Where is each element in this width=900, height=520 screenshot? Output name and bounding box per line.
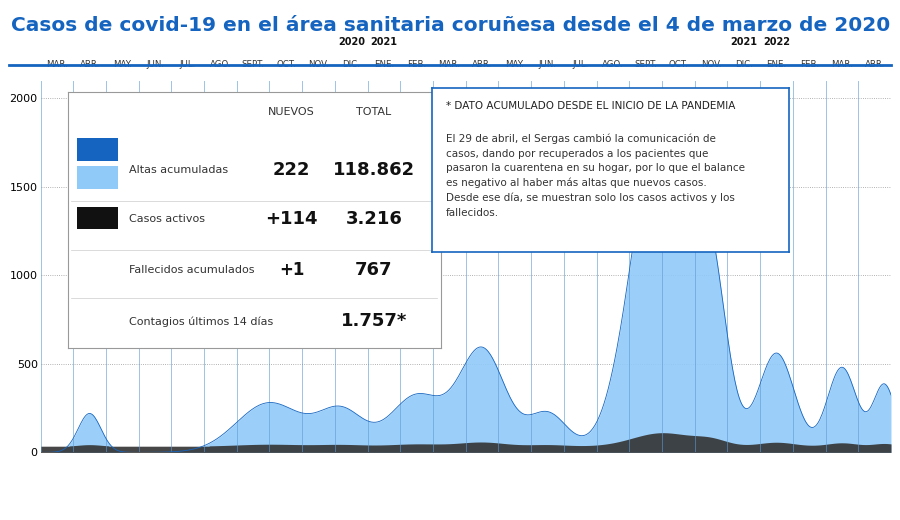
Text: JUL.: JUL. bbox=[180, 60, 196, 69]
Text: ENE.: ENE. bbox=[767, 60, 787, 69]
Text: ABR.: ABR. bbox=[472, 60, 492, 69]
Text: 2022: 2022 bbox=[763, 37, 790, 47]
Text: OCT.: OCT. bbox=[276, 60, 295, 69]
Text: NOV.: NOV. bbox=[701, 60, 721, 69]
Text: SEPT.: SEPT. bbox=[634, 60, 657, 69]
Text: Casos de covid-19 en el área sanitaria coruñesa desde el 4 de marzo de 2020: Casos de covid-19 en el área sanitaria c… bbox=[11, 16, 890, 35]
Text: Casos activos: Casos activos bbox=[129, 214, 205, 224]
Text: JUN.: JUN. bbox=[538, 60, 556, 69]
Text: 2021: 2021 bbox=[371, 37, 398, 47]
Bar bbox=[76, 207, 118, 229]
Text: MAR.: MAR. bbox=[46, 60, 68, 69]
Text: +114: +114 bbox=[266, 210, 318, 228]
Text: MAY.: MAY. bbox=[112, 60, 131, 69]
Bar bbox=[76, 138, 118, 161]
Text: 767: 767 bbox=[355, 261, 392, 279]
Text: ABR.: ABR. bbox=[865, 60, 885, 69]
Text: TOTAL: TOTAL bbox=[356, 107, 392, 117]
Text: ENE.: ENE. bbox=[374, 60, 394, 69]
Text: MAY.: MAY. bbox=[506, 60, 525, 69]
Text: JUL.: JUL. bbox=[572, 60, 589, 69]
Text: SEPT.: SEPT. bbox=[241, 60, 265, 69]
Text: ABR.: ABR. bbox=[79, 60, 100, 69]
Text: El 29 de abril, el Sergas cambió la comunicación de
casos, dando por recuperados: El 29 de abril, el Sergas cambió la comu… bbox=[446, 134, 745, 218]
Text: FEB.: FEB. bbox=[800, 60, 819, 69]
Text: 222: 222 bbox=[273, 161, 310, 179]
Text: * DATO ACUMULADO DESDE EL INICIO DE LA PANDEMIA: * DATO ACUMULADO DESDE EL INICIO DE LA P… bbox=[446, 101, 735, 111]
Text: Fallecidos acumulados: Fallecidos acumulados bbox=[129, 265, 255, 275]
Text: JUN.: JUN. bbox=[146, 60, 164, 69]
Text: DIC.: DIC. bbox=[735, 60, 752, 69]
Bar bbox=[76, 166, 118, 189]
Text: Contagios últimos 14 días: Contagios últimos 14 días bbox=[129, 316, 274, 327]
Text: AGO.: AGO. bbox=[602, 60, 624, 69]
Text: Altas acumuladas: Altas acumuladas bbox=[129, 165, 229, 175]
Text: 2021: 2021 bbox=[730, 37, 757, 47]
Text: NUEVOS: NUEVOS bbox=[268, 107, 315, 117]
Text: DIC.: DIC. bbox=[342, 60, 360, 69]
Text: 2020: 2020 bbox=[338, 37, 364, 47]
Text: NOV.: NOV. bbox=[309, 60, 328, 69]
Text: MAR.: MAR. bbox=[438, 60, 460, 69]
Text: 1.757*: 1.757* bbox=[340, 313, 407, 330]
Text: MAR.: MAR. bbox=[831, 60, 853, 69]
Text: AGO.: AGO. bbox=[210, 60, 231, 69]
Text: +1: +1 bbox=[279, 261, 304, 279]
Text: FEB.: FEB. bbox=[407, 60, 427, 69]
Text: 3.216: 3.216 bbox=[346, 210, 402, 228]
Text: OCT.: OCT. bbox=[669, 60, 689, 69]
Text: 118.862: 118.862 bbox=[333, 161, 415, 179]
